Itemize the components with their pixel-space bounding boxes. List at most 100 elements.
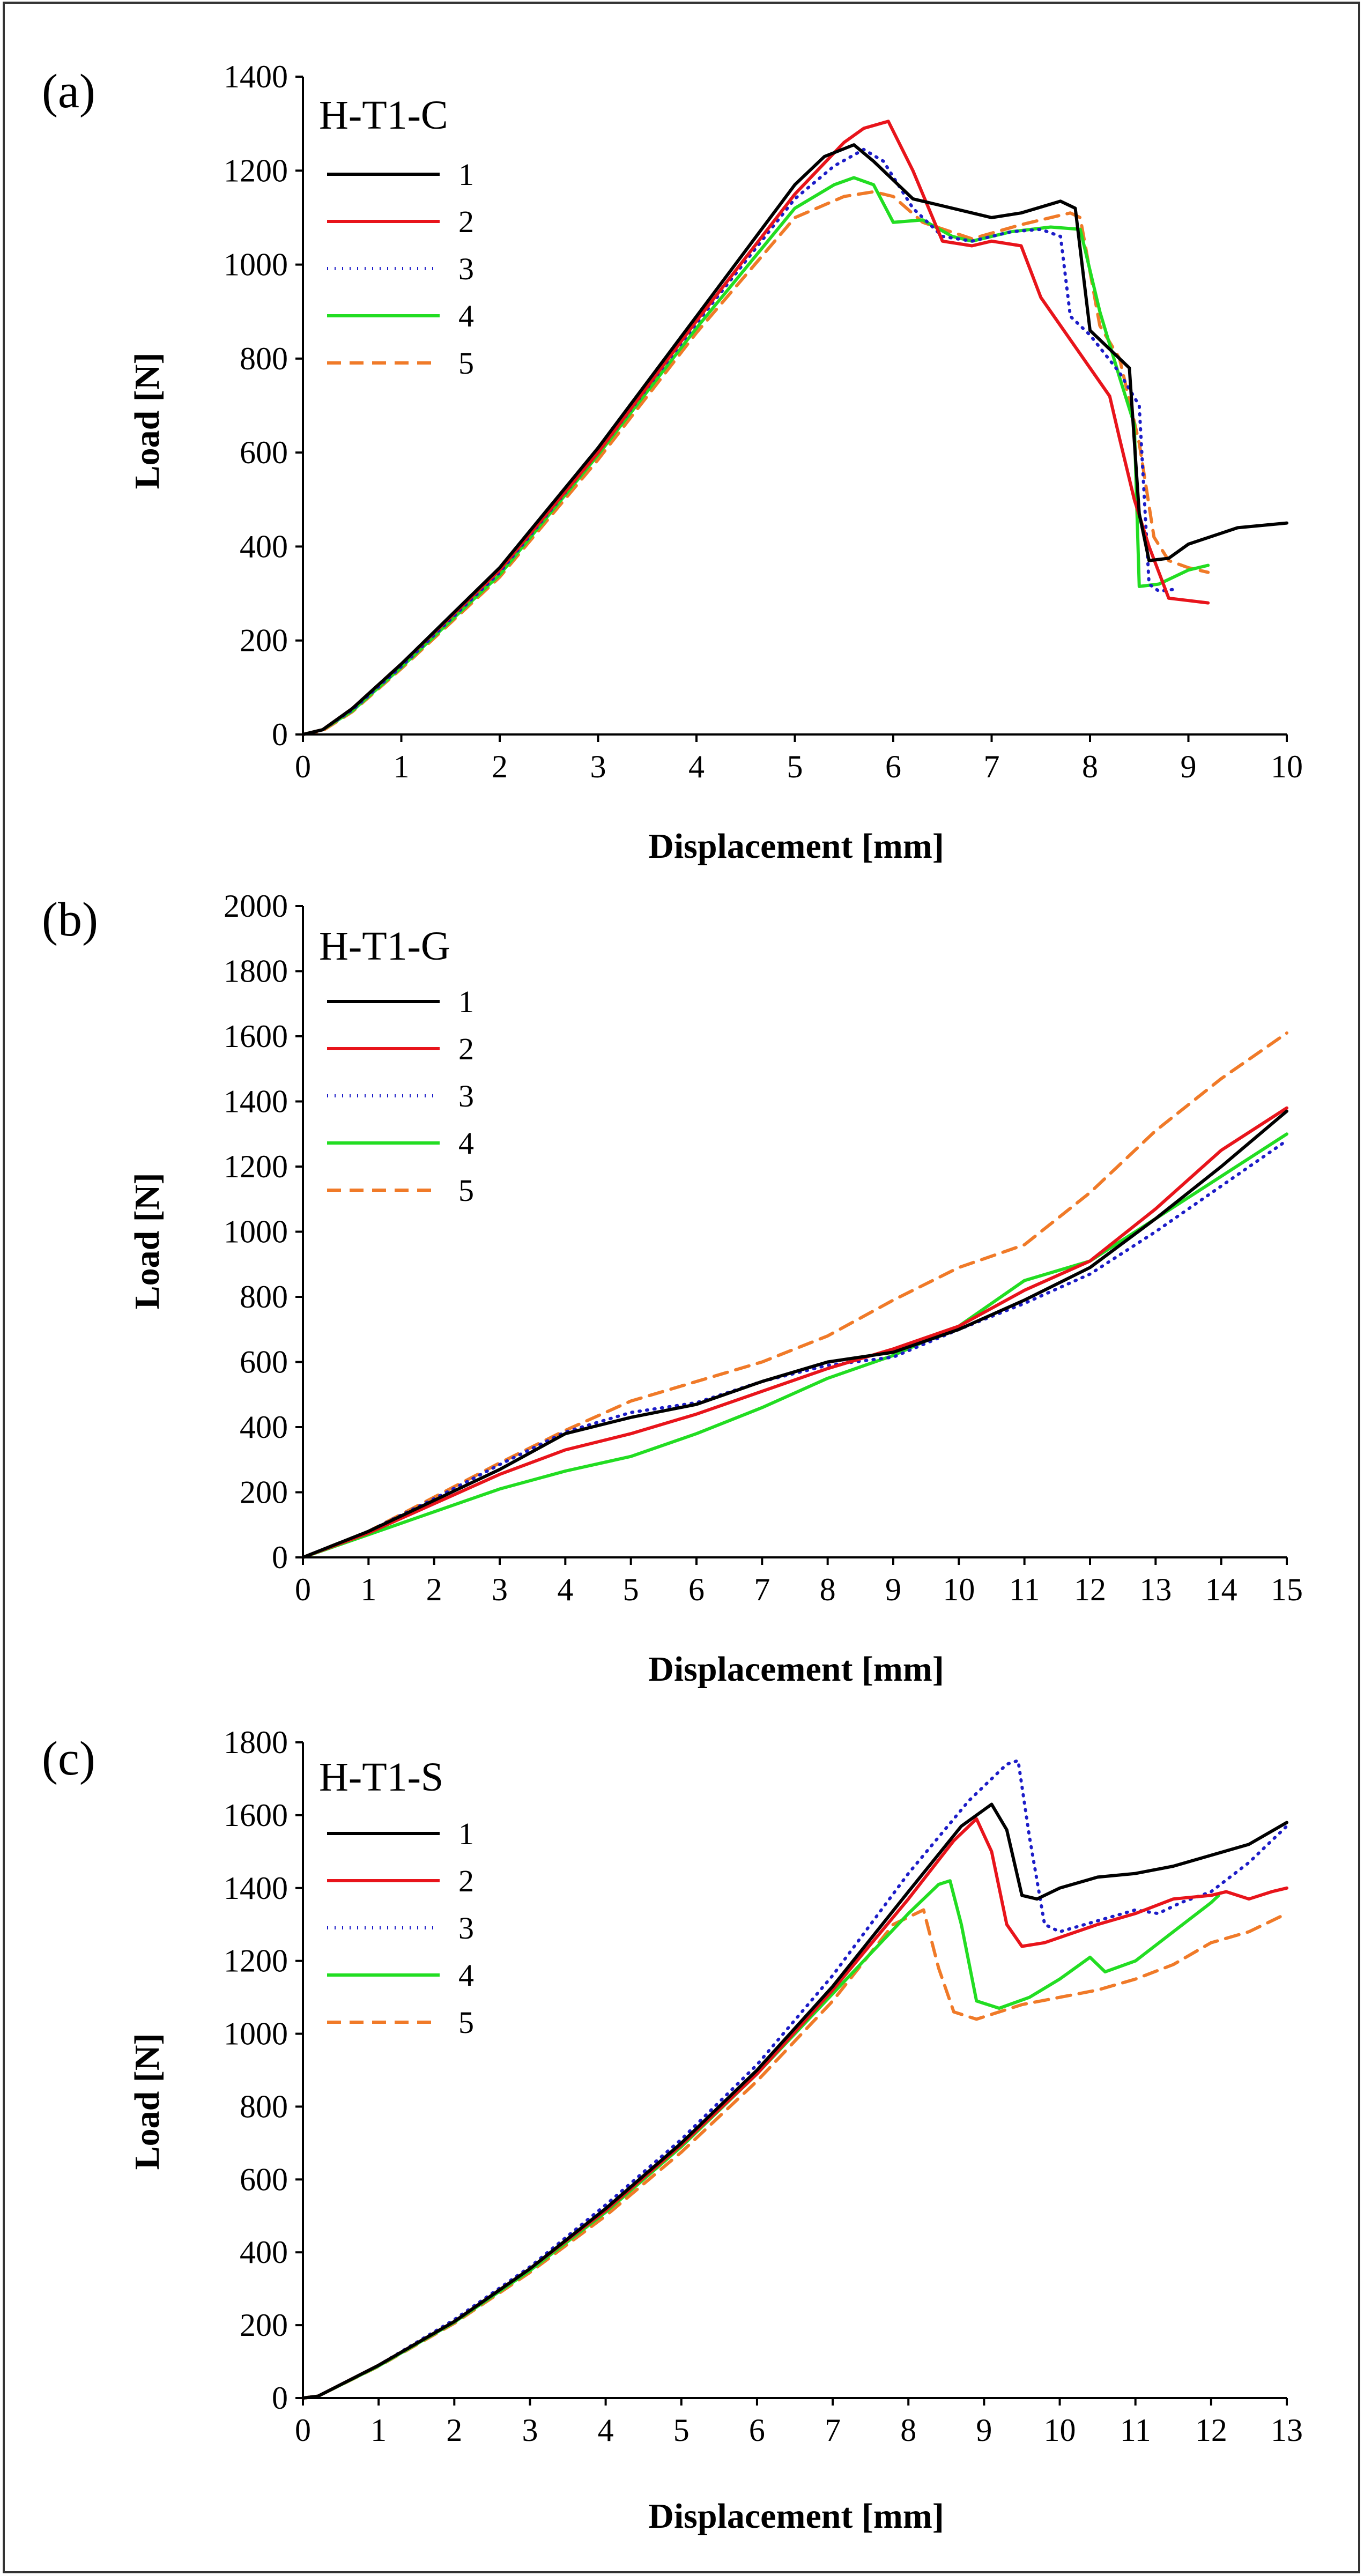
series-line-4 — [301, 1132, 1288, 1559]
series-line-4 — [301, 1879, 1220, 2400]
x-tick-label: 4 — [557, 1572, 573, 1607]
y-tick-label: 1000 — [224, 2016, 288, 2052]
x-tick-label: 3 — [522, 2412, 538, 2448]
legend-label-3: 3 — [458, 1911, 474, 1946]
y-tick-label: 600 — [240, 435, 288, 470]
x-tick-label: 12 — [1195, 2412, 1227, 2448]
x-tick-label: 5 — [623, 1572, 639, 1607]
series-line-2 — [301, 1817, 1288, 2400]
ylabel-text: Load [N] — [128, 1173, 167, 1310]
y-tick-label: 1800 — [224, 954, 288, 989]
x-tick-label: 12 — [1074, 1572, 1106, 1607]
x-tick-label: 8 — [820, 1572, 836, 1607]
x-tick-label: 3 — [590, 749, 606, 784]
axes — [302, 77, 1287, 736]
x-tick-label: 6 — [885, 749, 901, 784]
chart-title: H-T1-S — [319, 1755, 443, 1800]
xlabel-text: Displacement [mm] — [648, 2497, 944, 2536]
x-tick-label: 10 — [943, 1572, 975, 1607]
legend: 1 2 3 4 5 — [327, 1816, 474, 2040]
y-tick-label: 1400 — [224, 1084, 288, 1119]
y-tick-label: 1600 — [224, 1798, 288, 1833]
y-tick-label: 400 — [240, 529, 288, 564]
x-tick-label: 5 — [673, 2412, 690, 2448]
y-tick-label: 1400 — [224, 1870, 288, 1906]
x-tick-label: 0 — [295, 1572, 311, 1607]
series-line-3 — [301, 1139, 1288, 1559]
y-ticks: 0 200 400 600 800 1000 1200 1400 1600 1800 — [224, 1725, 303, 2416]
x-tick-label: 13 — [1139, 1572, 1172, 1607]
chart-title: H-T1-C — [319, 93, 448, 138]
y-tick-label: 1400 — [224, 59, 288, 94]
y-tick-label: 1800 — [224, 1725, 288, 1760]
x-tick-label: 14 — [1205, 1572, 1237, 1607]
y-tick-label: 200 — [240, 1475, 288, 1510]
x-tick-label: 9 — [976, 2412, 992, 2448]
legend-label-3: 3 — [458, 251, 474, 286]
y-tick-label: 800 — [240, 341, 288, 376]
x-tick-label: 7 — [825, 2412, 841, 2448]
x-tick-label: 10 — [1271, 749, 1303, 784]
x-tick-label: 8 — [900, 2412, 916, 2448]
x-tick-label: 5 — [787, 749, 803, 784]
figure-frame — [3, 2, 1360, 2573]
y-tick-label: 800 — [240, 2089, 288, 2124]
x-tick-label: 0 — [295, 749, 311, 784]
x-ticks: 0 1 2 3 4 5 6 7 8 9 10 11 12 13 14 15 — [295, 1557, 1303, 1607]
legend-label-1: 1 — [458, 984, 474, 1019]
series-line-5 — [301, 190, 1210, 736]
x-tick-label: 2 — [446, 2412, 462, 2448]
series-line-4 — [301, 176, 1210, 736]
ylabel-text: Load [N] — [128, 2033, 167, 2170]
legend-label-5: 5 — [458, 1173, 474, 1208]
y-tick-label: 800 — [240, 1279, 288, 1315]
y-ticks: 0 200 400 600 800 1000 1200 1400 — [224, 59, 303, 752]
series-line-3 — [301, 147, 1181, 736]
legend-label-1: 1 — [458, 157, 474, 192]
y-tick-label: 1000 — [224, 1214, 288, 1250]
x-ticks: 0 1 2 3 4 5 6 7 8 9 10 — [295, 734, 1303, 784]
legend: 1 2 3 4 5 — [327, 157, 474, 381]
xlabel-text: Displacement [mm] — [648, 1650, 944, 1689]
x-tick-label: 13 — [1271, 2412, 1303, 2448]
x-tick-label: 7 — [984, 749, 1000, 784]
x-tick-label: 4 — [688, 749, 705, 784]
y-tick-label: 1000 — [224, 247, 288, 283]
legend-label-5: 5 — [458, 346, 474, 381]
x-tick-label: 2 — [426, 1572, 442, 1607]
x-tick-label: 15 — [1271, 1572, 1303, 1607]
y-tick-label: 0 — [272, 1540, 288, 1575]
axis-y-label: Load [N] — [128, 2033, 167, 2170]
xlabel-text: Displacement [mm] — [648, 827, 944, 866]
x-tick-label: 6 — [749, 2412, 765, 2448]
x-tick-label: 4 — [598, 2412, 614, 2448]
panel-label: (b) — [42, 893, 98, 946]
y-tick-label: 0 — [272, 717, 288, 752]
series-layer — [301, 1759, 1288, 2400]
x-tick-label: 0 — [295, 2412, 311, 2448]
y-tick-label: 400 — [240, 2234, 288, 2270]
y-tick-label: 400 — [240, 1409, 288, 1445]
legend-label-4: 4 — [458, 299, 474, 333]
x-tick-label: 1 — [360, 1572, 376, 1607]
y-tick-label: 1600 — [224, 1019, 288, 1054]
x-tick-label: 9 — [885, 1572, 901, 1607]
legend-label-4: 4 — [458, 1958, 474, 1993]
series-layer — [301, 120, 1288, 736]
x-tick-label: 9 — [1181, 749, 1197, 784]
legend-label-4: 4 — [458, 1126, 474, 1161]
panel-label: (a) — [42, 65, 95, 118]
y-tick-label: 600 — [240, 2162, 288, 2197]
axes — [302, 1742, 1287, 2399]
y-tick-label: 600 — [240, 1345, 288, 1380]
panel-a: (a) H-T1-C Load [N] Displacement [mm] 0 2… — [42, 59, 1303, 866]
series-line-3 — [301, 1759, 1288, 2400]
series-line-5 — [301, 1031, 1288, 1559]
y-tick-label: 200 — [240, 2307, 288, 2343]
x-tick-label: 11 — [1009, 1572, 1040, 1607]
ylabel-text: Load [N] — [128, 353, 167, 489]
axis-y-label: Load [N] — [128, 353, 167, 489]
series-line-2 — [301, 1106, 1288, 1559]
legend-label-1: 1 — [458, 1816, 474, 1851]
legend-label-2: 2 — [458, 1864, 474, 1898]
